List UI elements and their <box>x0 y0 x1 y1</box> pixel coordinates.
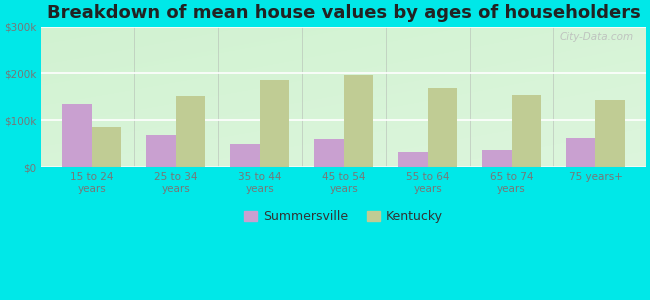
Bar <box>482 150 512 167</box>
Bar <box>146 135 176 167</box>
Bar <box>62 104 92 167</box>
Bar <box>566 138 595 167</box>
Bar <box>230 144 259 167</box>
Title: Breakdown of mean house values by ages of householders: Breakdown of mean house values by ages o… <box>47 4 640 22</box>
Legend: Summersville, Kentucky: Summersville, Kentucky <box>239 206 448 229</box>
Bar <box>176 96 205 167</box>
Bar <box>512 95 541 167</box>
Bar <box>314 139 344 167</box>
Bar <box>259 80 289 167</box>
Bar <box>428 88 457 167</box>
Bar <box>398 152 428 167</box>
Bar <box>595 100 625 167</box>
Bar <box>344 75 373 167</box>
Bar <box>92 127 121 167</box>
Text: City-Data.com: City-Data.com <box>560 32 634 42</box>
